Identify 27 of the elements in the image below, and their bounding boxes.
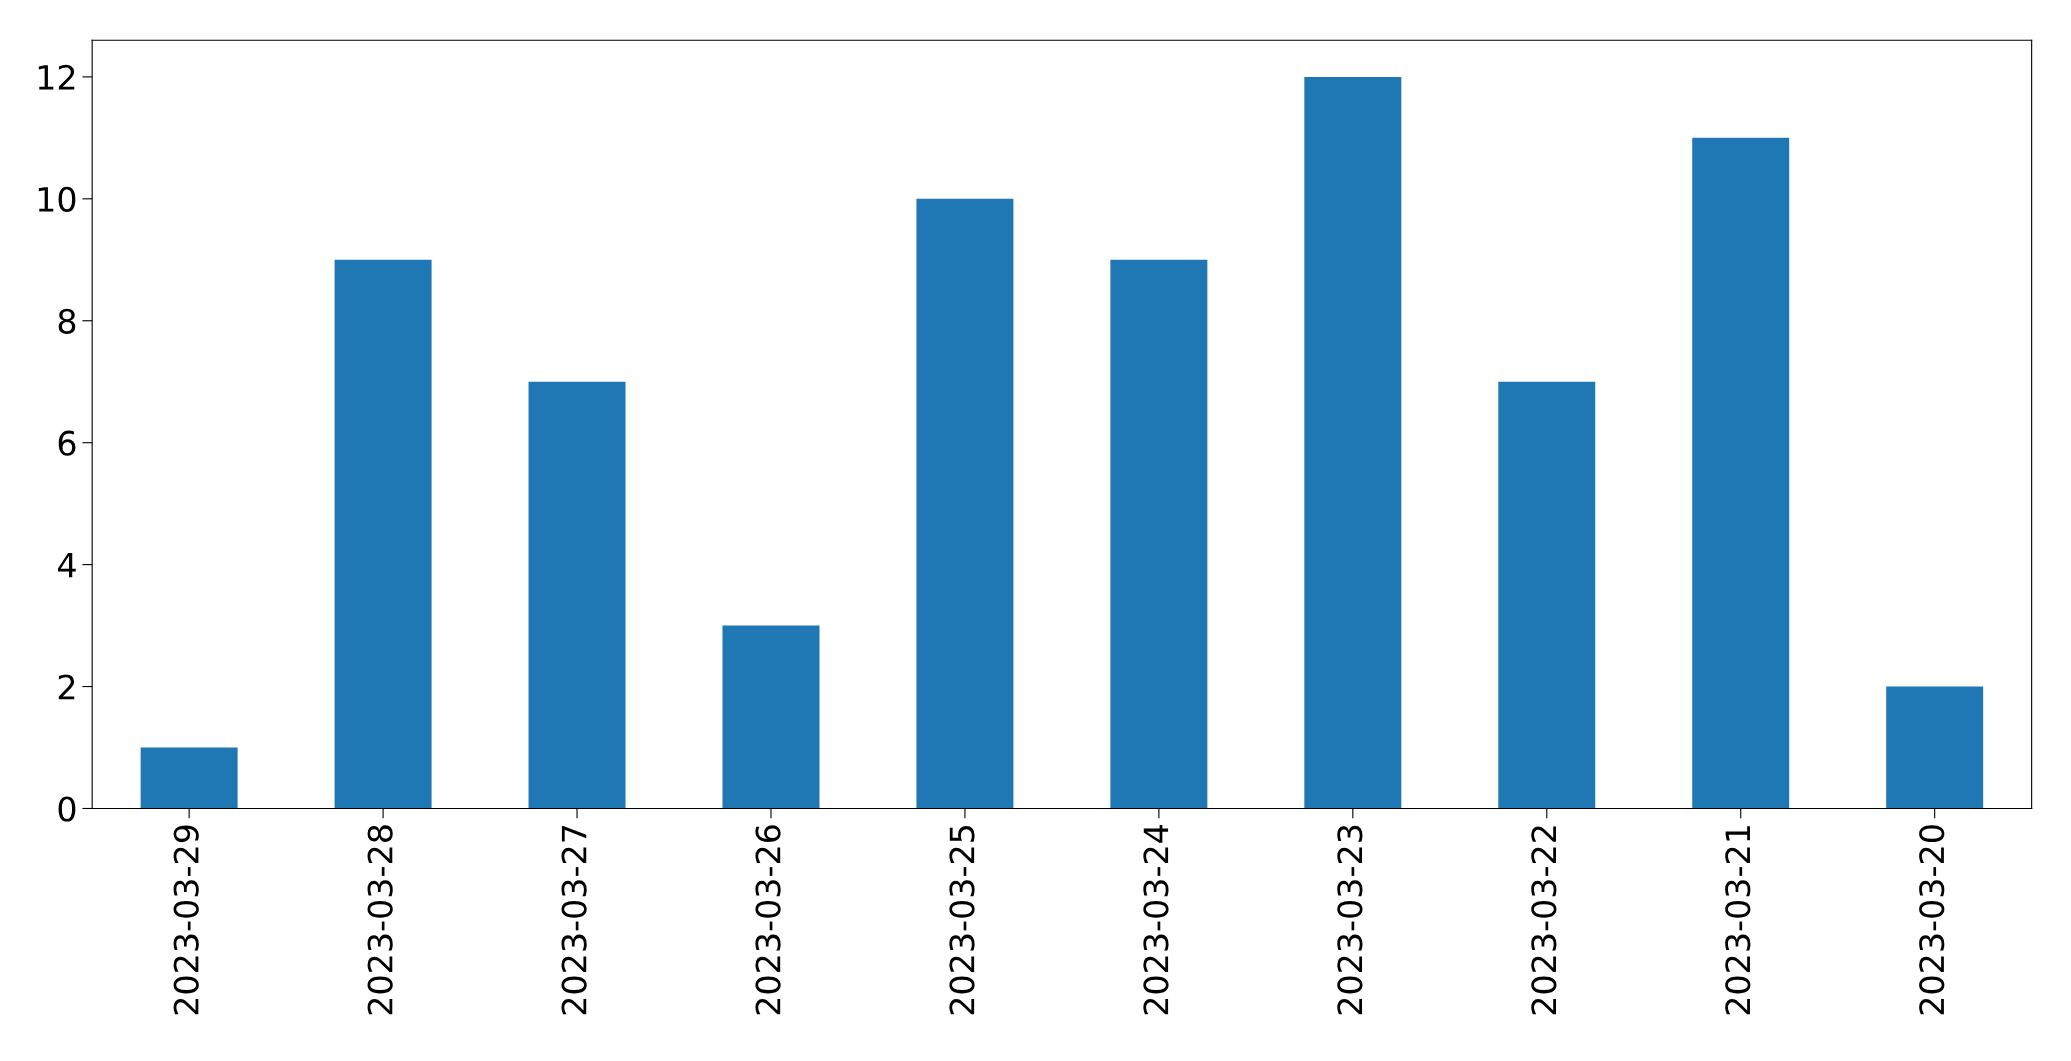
x-tick-label: 2023-03-27: [561, 825, 587, 1015]
x-tick-label: 2023-03-25: [949, 825, 975, 1015]
x-tick-label: 2023-03-29: [173, 825, 199, 1015]
x-tick-label: 2023-03-28: [367, 825, 393, 1015]
bar: [722, 625, 820, 809]
bar: [1692, 137, 1790, 809]
y-tick-label: 10: [38, 186, 76, 212]
bar: [1498, 381, 1596, 809]
bar: [1304, 76, 1402, 809]
x-tick-label: 2023-03-26: [755, 825, 781, 1015]
x-tick-label: 2023-03-23: [1337, 825, 1363, 1015]
x-tick-label: 2023-03-24: [1143, 824, 1169, 1015]
y-tick-label: 2: [58, 674, 75, 700]
y-tick-label: 0: [58, 796, 76, 822]
bar: [140, 747, 238, 809]
bar: [528, 381, 626, 809]
x-tick-label: 2023-03-21: [1725, 826, 1751, 1015]
x-tick-label: 2023-03-20: [1919, 825, 1945, 1015]
x-tick-label: 2023-03-22: [1531, 826, 1557, 1015]
y-tick-label: 6: [58, 430, 76, 456]
bar: [1110, 259, 1208, 809]
y-tick-label: 4: [58, 552, 76, 578]
bar: [916, 198, 1014, 809]
bar: [334, 259, 432, 809]
bar: [1886, 686, 1984, 809]
y-tick-label: 12: [38, 64, 75, 90]
y-tick-label: 8: [58, 308, 76, 334]
